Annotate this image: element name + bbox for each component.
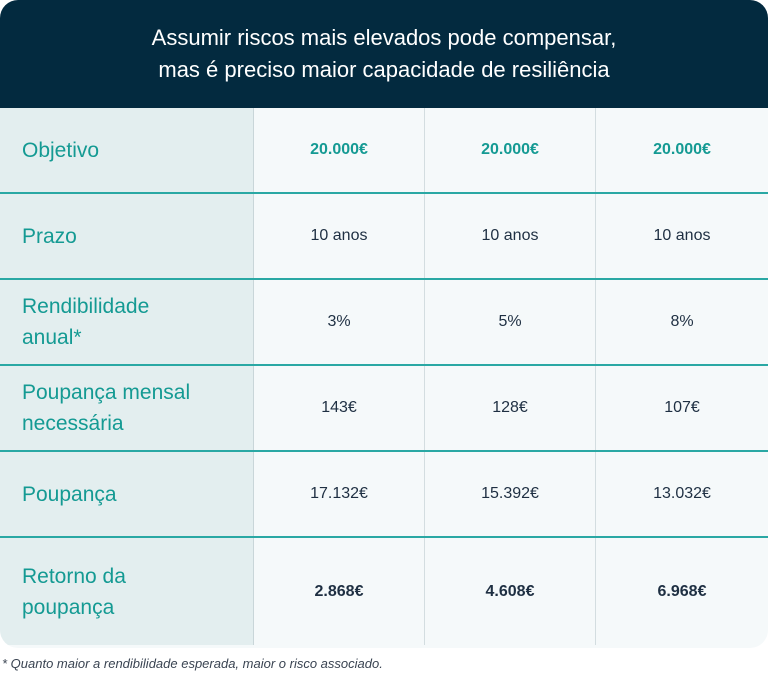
table-cell: 107€: [664, 399, 700, 416]
card-header: Assumir riscos mais elevados pode compen…: [0, 0, 768, 108]
comparison-card: Assumir riscos mais elevados pode compen…: [0, 0, 768, 645]
footnote: * Quanto maior a rendibilidade esperada,…: [2, 656, 383, 671]
row-label: Poupança: [0, 452, 254, 536]
row-label: Retorno da poupança: [0, 538, 254, 645]
table-cell: 10 anos: [254, 194, 425, 278]
table-row-poupanca: Poupança 17.132€ 15.392€ 13.032€: [0, 452, 768, 538]
table-cell: 6.968€: [657, 582, 707, 600]
table-cell: 20.000€: [254, 108, 425, 192]
table-cell: 128€: [425, 366, 596, 450]
table-cell: 2.868€: [254, 538, 425, 645]
row-label: Prazo: [0, 194, 254, 278]
table-row-rendibilidade: Rendibilidade anual* 3% 5% 8%: [0, 280, 768, 366]
table-cell: 13.032€: [653, 485, 711, 502]
table-cell: 8%: [670, 313, 694, 330]
table-cell: 4.608€: [425, 538, 596, 645]
table-cell: 17.132€: [254, 452, 425, 536]
table-row-retorno: Retorno da poupança 2.868€ 4.608€ 6.968€: [0, 538, 768, 645]
row-label: Rendibilidade anual*: [0, 280, 254, 364]
title-line-1: Assumir riscos mais elevados pode compen…: [151, 25, 617, 50]
table-row-objetivo: Objetivo 20.000€ 20.000€ 20.000€: [0, 108, 768, 194]
title-line-2: mas é preciso maior capacidade de resili…: [158, 57, 610, 82]
table-cell: 10 anos: [653, 227, 711, 244]
table-cell: 5%: [425, 280, 596, 364]
row-label: Poupança mensal necessária: [0, 366, 254, 450]
comparison-table: Objetivo 20.000€ 20.000€ 20.000€ Prazo 1…: [0, 108, 768, 645]
table-cell: 15.392€: [425, 452, 596, 536]
table-cell: 20.000€: [653, 141, 711, 158]
table-cell: 3%: [254, 280, 425, 364]
row-label: Objetivo: [0, 108, 254, 192]
table-cell: 20.000€: [425, 108, 596, 192]
table-row-poupanca-mensal: Poupança mensal necessária 143€ 128€ 107…: [0, 366, 768, 452]
table-cell: 10 anos: [425, 194, 596, 278]
table-row-prazo: Prazo 10 anos 10 anos 10 anos: [0, 194, 768, 280]
table-cell: 143€: [254, 366, 425, 450]
